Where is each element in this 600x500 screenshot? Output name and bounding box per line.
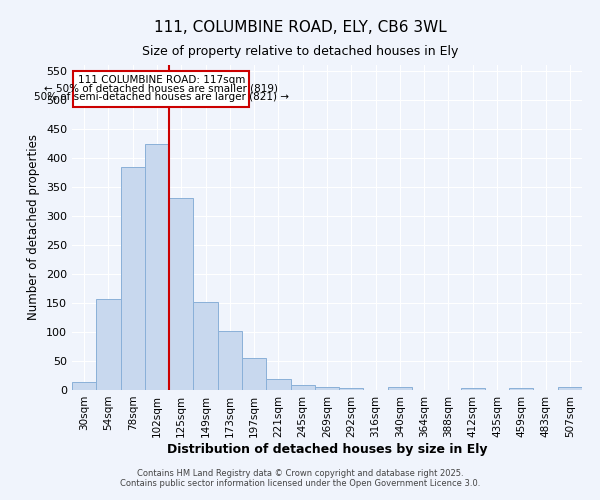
Y-axis label: Number of detached properties: Number of detached properties xyxy=(28,134,40,320)
Bar xyxy=(266,379,290,390)
Bar xyxy=(388,387,412,390)
Text: 111, COLUMBINE ROAD, ELY, CB6 3WL: 111, COLUMBINE ROAD, ELY, CB6 3WL xyxy=(154,20,446,35)
Bar xyxy=(242,358,266,390)
Bar xyxy=(145,144,169,390)
Bar xyxy=(509,388,533,390)
Text: 111 COLUMBINE ROAD: 117sqm: 111 COLUMBINE ROAD: 117sqm xyxy=(77,75,245,85)
Bar xyxy=(461,388,485,390)
Bar xyxy=(290,385,315,390)
Text: Size of property relative to detached houses in Ely: Size of property relative to detached ho… xyxy=(142,45,458,58)
FancyBboxPatch shape xyxy=(73,71,249,107)
Bar xyxy=(315,387,339,390)
Bar xyxy=(121,166,145,390)
X-axis label: Distribution of detached houses by size in Ely: Distribution of detached houses by size … xyxy=(167,442,487,456)
Bar xyxy=(339,388,364,390)
Bar xyxy=(169,198,193,390)
Text: ← 50% of detached houses are smaller (819): ← 50% of detached houses are smaller (81… xyxy=(44,84,278,94)
Bar xyxy=(193,302,218,390)
Text: Contains public sector information licensed under the Open Government Licence 3.: Contains public sector information licen… xyxy=(120,478,480,488)
Bar xyxy=(72,382,96,390)
Bar xyxy=(96,299,121,390)
Bar xyxy=(218,332,242,390)
Text: Contains HM Land Registry data © Crown copyright and database right 2025.: Contains HM Land Registry data © Crown c… xyxy=(137,468,463,477)
Text: 50% of semi-detached houses are larger (821) →: 50% of semi-detached houses are larger (… xyxy=(34,92,289,102)
Bar xyxy=(558,387,582,390)
